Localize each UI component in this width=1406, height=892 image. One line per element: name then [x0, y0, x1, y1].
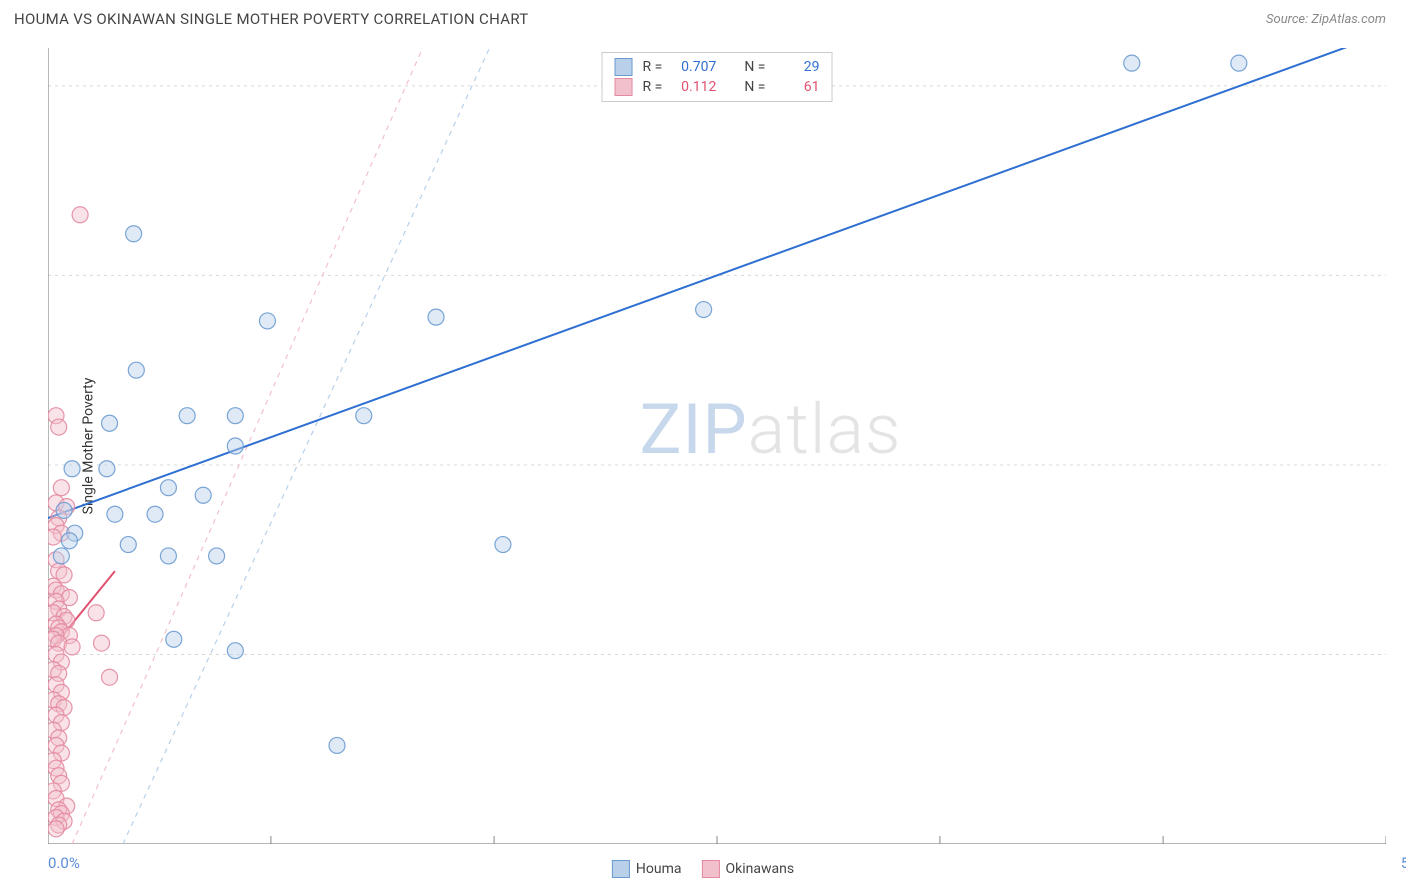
okinawans-swatch-icon — [615, 78, 633, 96]
houma-label: Houma — [636, 861, 682, 877]
legend-row-houma: R = 0.707 N = 29 — [615, 57, 820, 77]
n-label: N = — [744, 79, 765, 95]
okinawans-swatch-icon — [702, 860, 720, 878]
okinawans-label: Okinawans — [726, 861, 795, 877]
chart-source: Source: ZipAtlas.com — [1266, 12, 1386, 27]
legend-item-okinawans: Okinawans — [702, 860, 795, 878]
houma-swatch-icon — [615, 58, 633, 76]
series-legend: Houma Okinawans — [612, 860, 794, 878]
chart-title: HOUMA VS OKINAWAN SINGLE MOTHER POVERTY … — [14, 10, 529, 28]
r-label: R = — [643, 59, 663, 75]
okinawans-r-value: 0.112 — [672, 79, 716, 95]
correlation-legend: R = 0.707 N = 29 R = 0.112 N = 61 — [602, 52, 833, 102]
okinawans-n-value: 61 — [775, 79, 819, 95]
houma-r-value: 0.707 — [672, 59, 716, 75]
legend-row-okinawans: R = 0.112 N = 61 — [615, 77, 820, 97]
chart-container: Single Mother Poverty ZIPatlas R = 0.707… — [48, 48, 1386, 844]
x-tick-label: 0.0% — [48, 854, 80, 872]
chart-header: HOUMA VS OKINAWAN SINGLE MOTHER POVERTY … — [0, 0, 1406, 34]
x-tick-label: 50.0% — [1401, 854, 1406, 872]
scatter-plot — [48, 48, 1386, 844]
houma-swatch-icon — [612, 860, 630, 878]
legend-item-houma: Houma — [612, 860, 682, 878]
r-label: R = — [643, 79, 663, 95]
houma-n-value: 29 — [775, 59, 819, 75]
n-label: N = — [744, 59, 765, 75]
